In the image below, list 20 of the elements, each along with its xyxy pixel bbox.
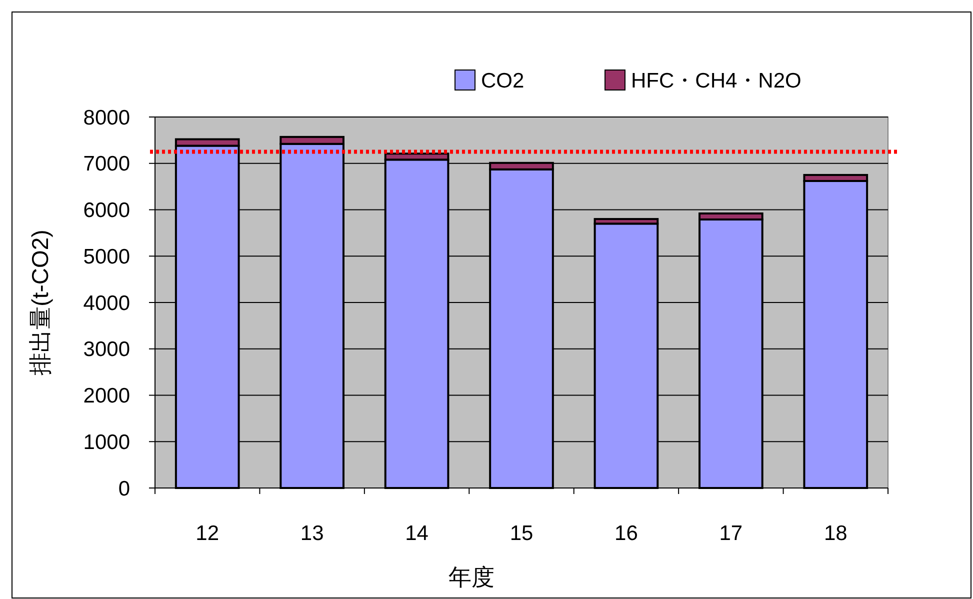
y-tick-label: 3000 (83, 338, 130, 362)
x-tick-label: 13 (300, 522, 324, 545)
x-tick-label: 16 (614, 522, 638, 545)
x-axis-title: 年度 (448, 564, 494, 590)
x-tick-label: 14 (405, 522, 429, 545)
y-tick-label: 5000 (83, 245, 130, 268)
y-tick-label: 4000 (83, 292, 130, 315)
y-axis-title: 排出量(t-CO2) (27, 230, 53, 376)
y-tick-label: 2000 (83, 384, 130, 408)
x-tick-label: 12 (196, 522, 220, 545)
y-tick-label: 6000 (83, 199, 130, 222)
x-tick-label: 15 (510, 522, 534, 545)
y-tick-label: 7000 (83, 152, 130, 176)
legend-label: HFC・CH4・N2O (631, 69, 802, 92)
y-tick-label: 8000 (83, 106, 130, 130)
legend-label: CO2 (481, 69, 524, 92)
y-tick-label: 0 (118, 477, 130, 500)
x-tick-label: 18 (824, 522, 848, 545)
x-tick-label: 17 (719, 522, 743, 545)
y-tick-label: 1000 (83, 430, 130, 454)
